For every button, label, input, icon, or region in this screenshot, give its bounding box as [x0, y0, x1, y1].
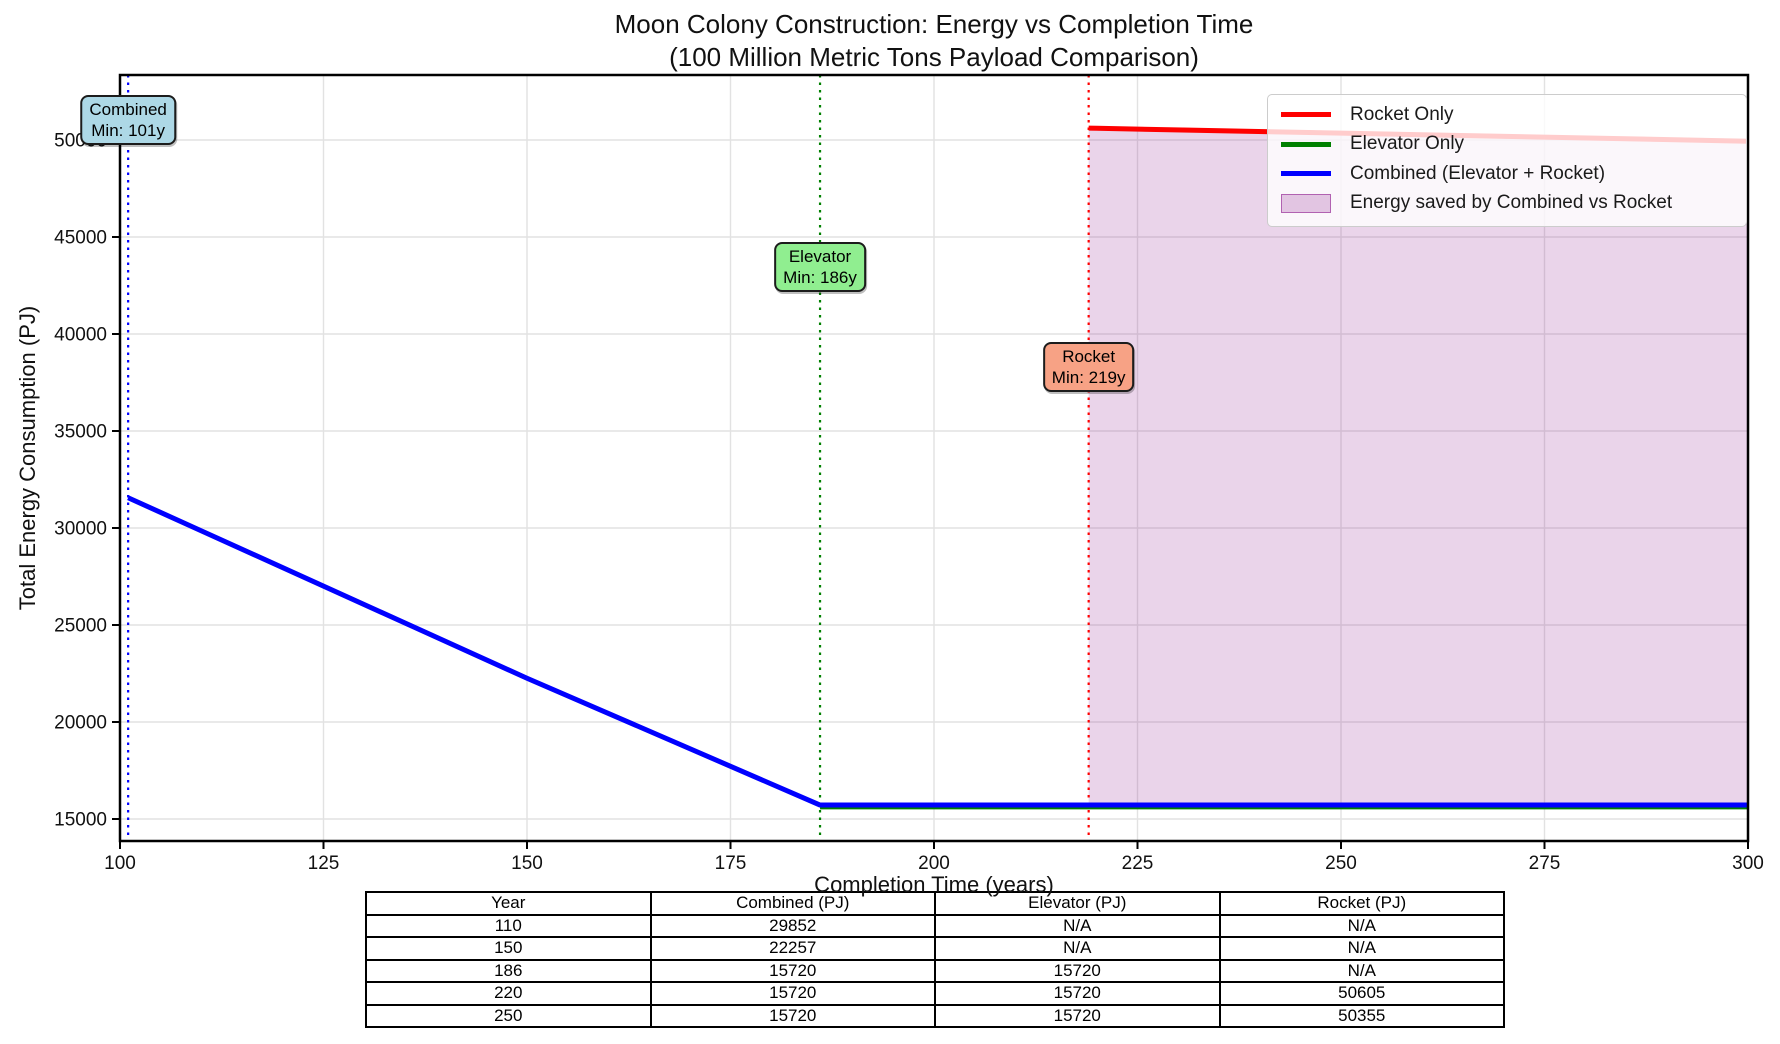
y-tick-label: 30000 — [54, 519, 107, 540]
table-cell: 110 — [365, 913, 652, 938]
annotation-elevator-min: Elevator Min: 186y — [774, 242, 866, 292]
annotation-value: Min: 101y — [91, 121, 165, 140]
annotation-rocket-min: Rocket Min: 219y — [1042, 342, 1135, 392]
table-cell: 250 — [365, 1003, 652, 1028]
legend-entry-elevator-only: Elevator Only — [1268, 130, 1746, 160]
annotation-title: Combined — [89, 100, 167, 119]
x-tick-label: 300 — [1732, 853, 1764, 874]
table-row: 220 15720 15720 50605 — [365, 981, 1505, 1006]
legend-line-swatch-red — [1281, 112, 1331, 118]
legend-entry-energy-saved: Energy saved by Combined vs Rocket — [1268, 189, 1746, 219]
table-cell: 150 — [365, 936, 652, 961]
legend-patch-swatch-purple — [1281, 193, 1331, 213]
annotation-combined-min: Combined Min: 101y — [80, 95, 176, 145]
y-tick-label: 45000 — [54, 228, 107, 249]
table-cell: 186 — [365, 958, 652, 983]
table-header-cell: Year — [365, 891, 652, 916]
data-table: Year Combined (PJ) Elevator (PJ) Rocket (PJ… — [365, 891, 1505, 1028]
table-cell: 29852 — [649, 913, 936, 938]
table-cell: 15720 — [649, 1003, 936, 1028]
table-cell: 15720 — [934, 1003, 1221, 1028]
table-cell: N/A — [1218, 958, 1505, 983]
table-header-cell: Rocket (PJ) — [1218, 891, 1505, 916]
table-cell: 50605 — [1218, 981, 1505, 1006]
legend-entry-rocket-only: Rocket Only — [1268, 100, 1746, 130]
legend-label: Energy saved by Combined vs Rocket — [1350, 192, 1673, 214]
table-row: 150 22257 N/A N/A — [365, 936, 1505, 961]
x-tick-label: 100 — [104, 853, 136, 874]
table-cell: N/A — [1218, 936, 1505, 961]
chart-subtitle: (100 Million Metric Tons Payload Compari… — [669, 42, 1199, 72]
table-cell: 220 — [365, 981, 652, 1006]
chart-title-block: Moon Colony Construction: Energy vs Comp… — [615, 8, 1254, 74]
y-tick-label: 15000 — [54, 810, 107, 831]
x-tick-label: 275 — [1529, 853, 1561, 874]
table-row: 110 29852 N/A N/A — [365, 913, 1505, 938]
series-line-combined-elevator-rocket- — [127, 495, 1748, 808]
x-tick-label: 250 — [1325, 853, 1357, 874]
table-cell: 15720 — [649, 958, 936, 983]
legend-label: Rocket Only — [1350, 103, 1454, 125]
legend: Rocket Only Elevator Only Combined (Elev… — [1267, 94, 1747, 227]
table-cell: 15720 — [934, 958, 1221, 983]
table-cell: 50355 — [1218, 1003, 1505, 1028]
x-tick-label: 225 — [1122, 853, 1154, 874]
x-tick-label: 200 — [918, 853, 950, 874]
x-tick-label: 150 — [511, 853, 543, 874]
x-tick-label: 125 — [308, 853, 340, 874]
y-tick-label: 20000 — [54, 713, 107, 734]
table-cell: N/A — [934, 936, 1221, 961]
table-row: 250 15720 15720 50355 — [365, 1003, 1505, 1028]
y-axis-label: Total Energy Consumption (PJ) — [15, 305, 40, 611]
table-cell: N/A — [934, 913, 1221, 938]
annotation-value: Min: 186y — [783, 268, 857, 287]
y-tick-label: 40000 — [54, 325, 107, 346]
table-header-cell: Combined (PJ) — [649, 891, 936, 916]
table-cell: 15720 — [934, 981, 1221, 1006]
legend-label: Combined (Elevator + Rocket) — [1350, 162, 1606, 184]
table-cell: N/A — [1218, 913, 1505, 938]
table-header-row: Year Combined (PJ) Elevator (PJ) Rocket (PJ… — [365, 891, 1505, 916]
legend-entry-combined: Combined (Elevator + Rocket) — [1268, 159, 1746, 189]
y-tick-label: 25000 — [54, 616, 107, 637]
legend-line-swatch-green — [1281, 141, 1331, 147]
x-tick-label: 175 — [715, 853, 747, 874]
legend-label: Elevator Only — [1350, 133, 1465, 155]
annotation-title: Elevator — [788, 247, 852, 266]
legend-line-swatch-blue — [1281, 171, 1331, 177]
y-tick-label: 35000 — [54, 422, 107, 443]
table-cell: 22257 — [649, 936, 936, 961]
table-header-cell: Elevator (PJ) — [934, 891, 1221, 916]
annotation-title: Rocket — [1062, 347, 1116, 366]
annotation-value: Min: 219y — [1051, 368, 1126, 387]
table-cell: 15720 — [649, 981, 936, 1006]
chart-title: Moon Colony Construction: Energy vs Comp… — [614, 9, 1254, 39]
energy-saved-region — [1088, 128, 1748, 806]
table-row: 186 15720 15720 N/A — [365, 958, 1505, 983]
